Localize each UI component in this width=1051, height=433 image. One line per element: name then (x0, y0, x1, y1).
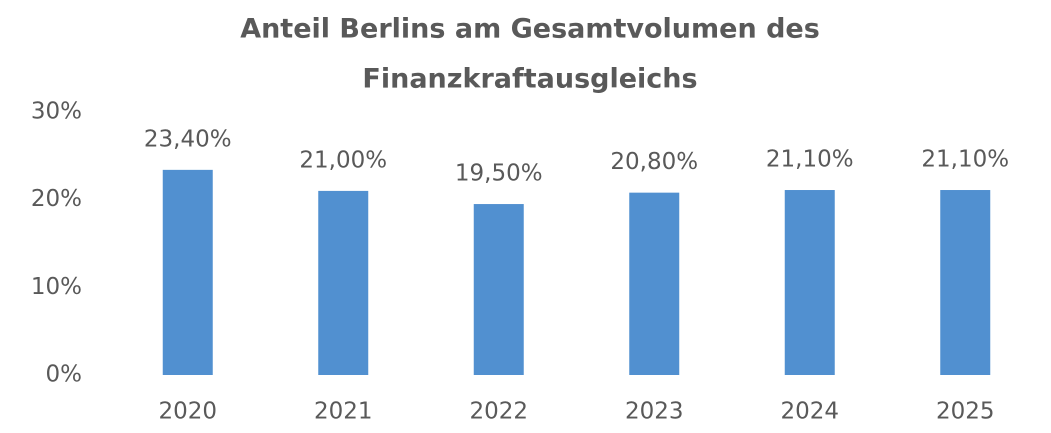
bar (784, 190, 835, 375)
x-tick-label: 2021 (314, 399, 373, 425)
chart-title: Finanzkraftausgleichs (362, 64, 697, 95)
chart-title: Anteil Berlins am Gesamtvolumen des (240, 14, 820, 45)
x-tick-label: 2022 (469, 399, 528, 425)
bar (940, 190, 991, 375)
x-tick-label: 2025 (936, 399, 995, 425)
y-tick-label: 20% (31, 186, 82, 212)
data-label: 20,80% (610, 149, 698, 175)
bar (473, 204, 524, 375)
x-tick-label: 2020 (158, 399, 217, 425)
data-label: 21,10% (766, 147, 854, 173)
data-label: 19,50% (455, 161, 543, 187)
y-tick-label: 0% (46, 362, 83, 388)
y-tick-label: 10% (31, 274, 82, 300)
x-tick-label: 2024 (780, 399, 839, 425)
bar (318, 190, 369, 375)
data-label: 21,00% (299, 147, 387, 173)
data-label: 23,40% (144, 126, 232, 152)
bar (162, 169, 213, 375)
x-tick-label: 2023 (625, 399, 684, 425)
y-tick-label: 30% (31, 99, 82, 125)
bar (629, 192, 680, 375)
data-label: 21,10% (921, 147, 1009, 173)
